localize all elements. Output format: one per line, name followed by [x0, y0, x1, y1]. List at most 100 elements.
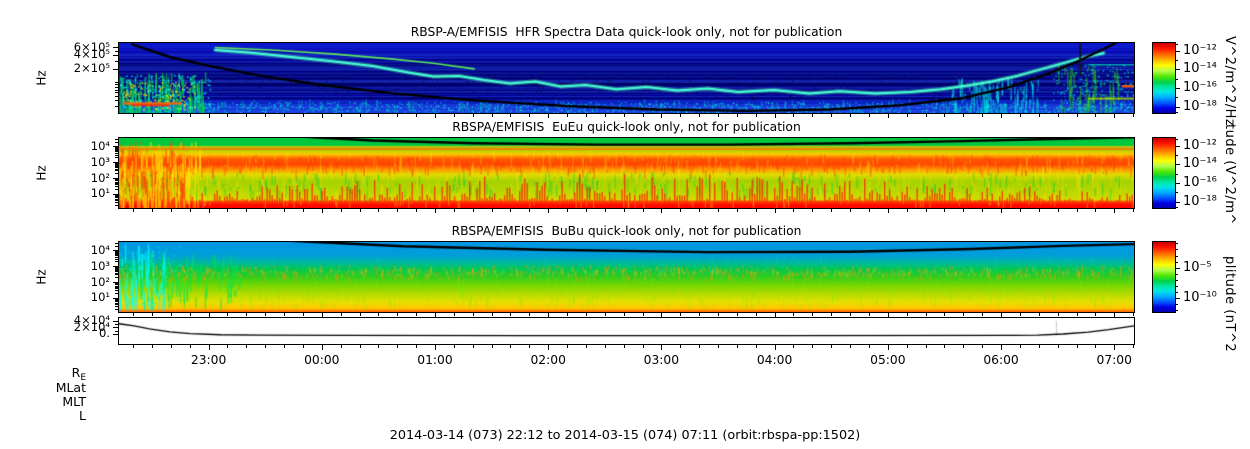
y-minor-tick	[115, 147, 118, 149]
y-tick-label: 10¹	[90, 290, 110, 305]
x-minor-tick	[321, 313, 323, 316]
x-minor-tick	[434, 209, 436, 212]
x-minor-tick	[1133, 345, 1135, 348]
y-minor-tick	[115, 269, 118, 271]
x-minor-tick	[718, 313, 719, 316]
x-minor-tick	[642, 209, 644, 212]
x-major-tick	[321, 345, 323, 350]
x-minor-tick	[774, 114, 776, 117]
y-minor-tick	[115, 298, 118, 300]
x-minor-tick	[227, 209, 229, 212]
y-minor-tick	[115, 308, 118, 310]
y-minor-tick	[115, 106, 118, 108]
x-minor-tick	[1038, 345, 1040, 348]
x-minor-tick	[151, 209, 153, 212]
y-minor-tick	[115, 290, 118, 292]
x-minor-tick	[340, 114, 342, 117]
x-minor-tick	[585, 209, 587, 212]
panel-eueu: RBSPA/EMFISIS EuEu quick-look only, not …	[0, 120, 1250, 213]
y-minor-tick	[115, 288, 118, 290]
x-minor-tick	[1114, 313, 1116, 316]
x-minor-tick	[359, 114, 361, 117]
x-minor-tick	[642, 313, 644, 316]
y-major-tick	[113, 327, 118, 329]
x-minor-tick	[491, 313, 493, 316]
x-minor-tick	[887, 114, 889, 117]
panel-frequency-line: 4×10⁴ 2×10⁴ 0. 23:00 00:00 01:00 02:00 03:00 04:…	[0, 315, 1250, 367]
x-minor-tick	[680, 313, 682, 316]
y-minor-tick	[115, 96, 118, 97]
x-minor-tick	[925, 345, 927, 348]
y-minor-tick	[115, 163, 118, 165]
x-minor-tick	[434, 114, 436, 117]
colorbar-minor-tick	[1175, 111, 1178, 113]
x-tick-label: 23:00	[190, 353, 227, 367]
colorbar-major-tick	[1175, 183, 1180, 185]
x-minor-tick	[151, 114, 153, 117]
x-tick-label: 03:00	[643, 353, 680, 367]
x-minor-tick	[944, 114, 946, 117]
colorbar-minor-tick	[1175, 309, 1178, 311]
x-minor-tick	[623, 313, 625, 316]
y-minor-tick	[115, 194, 118, 196]
x-minor-tick	[151, 345, 153, 348]
y-minor-tick	[115, 300, 118, 302]
panel-bubu-title: RBSPA/EMFISIS BuBu quick-look only, not …	[451, 224, 802, 238]
x-minor-tick	[246, 345, 248, 348]
y-tick-label: 0.	[99, 326, 110, 341]
y-minor-tick	[115, 253, 118, 255]
x-minor-tick	[925, 209, 927, 212]
x-minor-tick	[472, 313, 474, 316]
y-minor-tick	[115, 60, 118, 62]
x-major-tick	[434, 345, 436, 350]
x-minor-tick	[604, 345, 606, 348]
y-major-tick	[113, 193, 118, 195]
x-minor-tick	[642, 345, 644, 348]
y-minor-tick	[115, 84, 118, 86]
panel-eueu-title: RBSPA/EMFISIS EuEu quick-look only, not …	[452, 120, 801, 134]
panel-hfr-plot	[118, 42, 1135, 114]
colorbar-minor-tick	[1175, 243, 1178, 245]
x-minor-tick	[604, 209, 606, 212]
y-minor-tick	[115, 261, 118, 263]
y-minor-tick	[115, 274, 118, 276]
colorbar-minor-tick	[1175, 279, 1178, 281]
spectrogram-canvas-hfr	[119, 43, 1134, 113]
x-minor-tick	[1019, 209, 1021, 212]
x-minor-tick	[793, 114, 795, 117]
y-minor-tick	[115, 148, 118, 150]
colorbar-major-tick	[1175, 201, 1180, 203]
x-minor-tick	[189, 345, 191, 348]
x-minor-tick	[906, 313, 908, 316]
y-minor-tick	[115, 277, 118, 279]
y-minor-tick	[115, 92, 118, 94]
y-tick-label: 2×10⁵	[73, 61, 110, 76]
colorbar-major-tick	[1175, 145, 1180, 147]
x-minor-tick	[378, 313, 380, 316]
x-minor-tick	[359, 209, 361, 212]
y-minor-tick	[115, 138, 118, 140]
x-minor-tick	[321, 345, 323, 348]
x-minor-tick	[1114, 114, 1116, 117]
x-minor-tick	[925, 114, 927, 117]
x-tick-label: 00:00	[304, 353, 340, 367]
x-minor-tick	[208, 313, 210, 316]
y-minor-tick	[115, 189, 118, 191]
x-minor-tick	[680, 209, 682, 212]
x-minor-tick	[1019, 345, 1021, 348]
x-minor-tick	[1076, 313, 1078, 316]
x-minor-tick	[906, 114, 908, 117]
colorbar-minor-tick	[1175, 173, 1178, 175]
x-minor-tick	[246, 209, 248, 212]
x-minor-tick	[453, 313, 455, 316]
x-minor-tick	[1001, 209, 1003, 212]
x-minor-tick	[1019, 313, 1021, 316]
colorbar-unit-label-bubu: plitude (nT^2	[1222, 256, 1237, 353]
x-minor-tick	[1001, 114, 1003, 117]
y-minor-tick	[115, 270, 118, 272]
panel-hfr-title: RBSP-A/EMFISIS HFR Spectra Data quick-lo…	[410, 25, 843, 39]
y-minor-tick	[115, 180, 118, 182]
x-minor-tick	[284, 345, 286, 348]
y-minor-tick	[115, 258, 118, 260]
colorbar-minor-tick	[1175, 285, 1178, 287]
